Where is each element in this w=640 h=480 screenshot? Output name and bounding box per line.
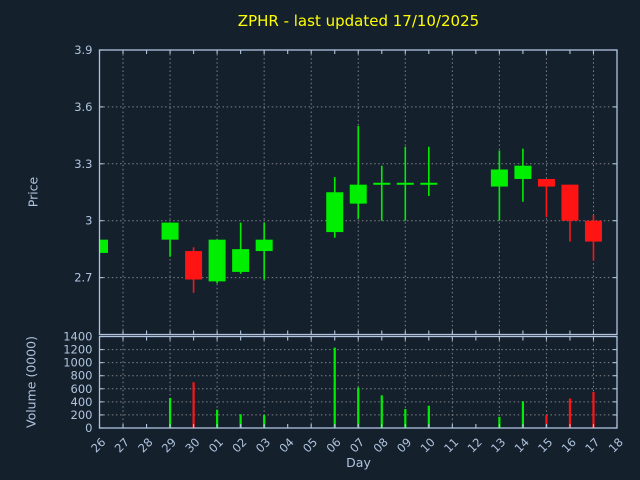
x-tick-label: 12	[465, 435, 485, 455]
candle-body-day-02	[232, 249, 250, 272]
volume-bar-day-10	[427, 405, 430, 428]
x-tick-label: 17	[582, 435, 602, 455]
candle-body-day-13	[490, 169, 508, 187]
x-tick-label: 04	[276, 435, 296, 455]
candle-body-day-09	[396, 182, 414, 185]
volume-tick-label: 0	[85, 421, 92, 435]
volume-bar-day-30	[192, 382, 195, 428]
candle-body-day-01	[208, 239, 226, 282]
volume-bar-day-15	[545, 414, 548, 428]
candle-body-day-07	[349, 184, 367, 204]
x-tick-label: 16	[559, 435, 579, 455]
volume-bar-day-13	[498, 416, 501, 428]
candle-body-day-29	[161, 222, 179, 240]
volume-tick-label: 400	[71, 395, 93, 409]
volume-tick-label: 800	[71, 369, 93, 383]
volume-bar-day-16	[568, 398, 572, 428]
volume-tick-label: 600	[71, 382, 93, 396]
volume-bar-day-06	[333, 347, 336, 428]
series	[99, 125, 602, 428]
x-axis-label: Day	[346, 455, 371, 470]
candle-body-day-03	[255, 239, 273, 252]
volume-bar-day-17	[592, 392, 595, 428]
x-tick-label: 14	[512, 435, 532, 455]
x-tick-label: 07	[347, 435, 367, 455]
volume-bar-day-14	[521, 401, 525, 428]
x-tick-label: 18	[606, 435, 626, 455]
candle-body-day-10	[420, 182, 438, 185]
x-tick-label: 11	[441, 435, 461, 455]
volume-bar-day-09	[404, 409, 407, 428]
candle-body-day-16	[561, 184, 579, 221]
price-tick-label: 2.7	[74, 271, 92, 285]
x-tick-label: 27	[112, 435, 132, 455]
x-tick-label: 10	[418, 435, 438, 455]
candle-body-day-17	[584, 220, 602, 242]
axes	[98, 49, 618, 429]
volume-tick-label: 200	[71, 408, 93, 422]
chart-title: ZPHR - last updated 17/10/2025	[237, 12, 480, 30]
price-tick-label: 3.9	[74, 43, 92, 57]
volume-tick-label: 1400	[63, 330, 92, 344]
volume-tick-label: 1000	[63, 356, 92, 370]
x-tick-label: 06	[323, 435, 343, 455]
volume-tick-label: 1200	[63, 343, 92, 357]
x-tick-label: 28	[135, 435, 155, 455]
price-tick-label: 3.6	[74, 100, 92, 114]
volume-bar-day-02	[239, 414, 242, 428]
candle-body-day-26	[99, 239, 108, 253]
price-tick-label: 3.3	[74, 157, 92, 171]
x-tick-label: 30	[182, 435, 202, 455]
volume-bar-day-03	[263, 414, 266, 428]
volume-bar-day-08	[380, 395, 383, 428]
x-tick-label: 13	[488, 435, 508, 455]
price-tick-label: 3	[85, 214, 92, 228]
x-tick-label: 03	[253, 435, 273, 455]
volume-bars	[168, 347, 595, 428]
x-tick-label: 05	[300, 435, 320, 455]
candle-body-day-30	[185, 251, 203, 280]
candles	[99, 125, 602, 293]
x-tick-label: 15	[535, 435, 555, 455]
x-tick-label: 02	[229, 435, 249, 455]
candle-body-day-15	[537, 178, 555, 187]
candle-body-day-14	[514, 165, 532, 179]
x-tick-label: 08	[370, 435, 390, 455]
candle-body-day-06	[326, 192, 344, 233]
volume-bar-day-01	[216, 409, 219, 428]
x-tick-label: 29	[159, 435, 179, 455]
volume-bar-day-07	[357, 387, 360, 428]
x-tick-label: 26	[88, 435, 108, 455]
candle-body-day-08	[373, 182, 391, 185]
x-tick-label: 01	[206, 435, 226, 455]
volume-bar-day-29	[168, 397, 172, 428]
x-tick-label: 09	[394, 435, 414, 455]
